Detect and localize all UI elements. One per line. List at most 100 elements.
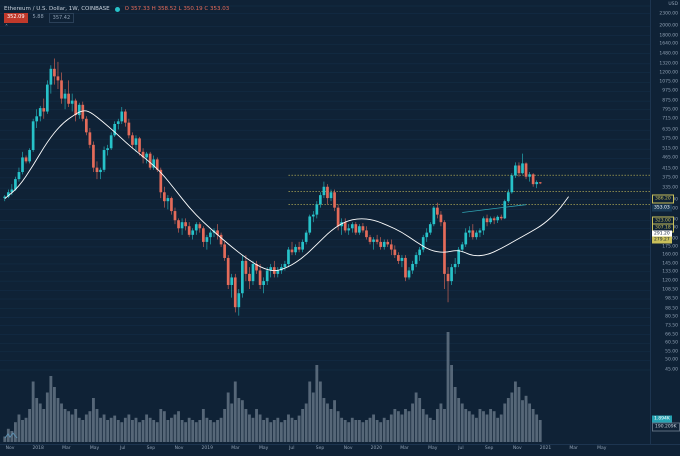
price-tag-moving-average: 291.20 bbox=[652, 230, 672, 238]
candle-body bbox=[425, 232, 429, 238]
volume-bar bbox=[365, 420, 368, 442]
price-chart[interactable] bbox=[0, 0, 650, 444]
candle-body bbox=[280, 267, 283, 271]
volume-bar bbox=[411, 403, 414, 442]
volume-bar bbox=[24, 417, 28, 442]
volume-bar bbox=[191, 420, 195, 442]
candle-body bbox=[311, 214, 315, 217]
candle-body bbox=[180, 222, 184, 229]
candle-body bbox=[123, 111, 127, 123]
volume-bar bbox=[251, 417, 255, 442]
collapse-chevron-icon[interactable]: ˄ bbox=[5, 24, 8, 31]
volume-bar bbox=[152, 420, 156, 442]
volume-bar bbox=[84, 414, 88, 442]
volume-bar bbox=[106, 420, 110, 442]
candle-body bbox=[467, 230, 471, 233]
candle-body bbox=[436, 207, 439, 215]
volume-bar bbox=[524, 395, 528, 442]
symbol-title[interactable]: Ethereum / U.S. Dollar, 1W, COINBASE bbox=[4, 6, 110, 12]
volume-bar bbox=[212, 422, 216, 442]
volume-bar bbox=[60, 403, 63, 442]
volume-bar bbox=[209, 420, 212, 442]
volume-bar bbox=[63, 409, 67, 442]
tradingview-logo-icon[interactable] bbox=[4, 432, 18, 440]
volume-bar bbox=[35, 398, 39, 442]
volume-bar bbox=[528, 403, 532, 442]
candle-body bbox=[209, 232, 212, 238]
candle-body bbox=[269, 267, 273, 271]
candle-body bbox=[116, 121, 120, 124]
candle-body bbox=[315, 204, 319, 215]
candle-body bbox=[170, 198, 173, 212]
volume-bar bbox=[141, 420, 145, 442]
candle-body bbox=[49, 68, 53, 85]
volume-bar bbox=[10, 431, 14, 442]
candle-body bbox=[17, 172, 21, 180]
volume-bar bbox=[379, 422, 383, 442]
volume-bar bbox=[503, 403, 507, 442]
price-tick-label: 88.50 bbox=[665, 306, 678, 312]
volume-bar bbox=[127, 414, 131, 442]
price-tick-label: 1480.00 bbox=[659, 51, 678, 56]
volume-bar bbox=[435, 409, 439, 442]
price-tick-label: 2300.00 bbox=[659, 11, 678, 17]
volume-bar bbox=[279, 422, 283, 442]
price-tick-label: 465.00 bbox=[662, 155, 678, 161]
volume-bar bbox=[460, 403, 464, 442]
candle-body bbox=[524, 163, 528, 177]
price-tick-label: 175.00 bbox=[662, 244, 678, 250]
candle-body bbox=[354, 224, 358, 233]
volume-bar bbox=[450, 365, 453, 442]
volume-bar bbox=[38, 403, 42, 442]
volume-bar bbox=[414, 392, 418, 442]
price-tick-label: 335.00 bbox=[662, 185, 678, 191]
candle-body bbox=[152, 159, 156, 168]
candle-body bbox=[365, 230, 368, 238]
candle-body bbox=[471, 230, 475, 238]
candle-body bbox=[521, 163, 524, 174]
candle-body bbox=[223, 244, 226, 258]
volume-bar bbox=[400, 414, 404, 442]
candle-body bbox=[187, 226, 191, 235]
candle-body bbox=[382, 241, 386, 247]
volume-bar bbox=[301, 409, 305, 442]
price-tick-label: 98.50 bbox=[665, 296, 678, 302]
spread-value: 5.88 bbox=[32, 14, 44, 20]
time-axis[interactable]: Nov 2018 Mar May Jul Sep Nov 2019 Mar May Jul Sep No… bbox=[0, 444, 680, 456]
volume-bar bbox=[478, 409, 482, 442]
volume-bar bbox=[159, 409, 163, 442]
price-axis[interactable]: USD 2300.00 2000.00 1800.00 1640.00 1480.00 1… bbox=[650, 0, 680, 444]
candle-body bbox=[205, 237, 209, 242]
moving-average-line bbox=[4, 110, 569, 272]
price-tick-label: 73.50 bbox=[665, 323, 678, 329]
candle-body bbox=[233, 277, 237, 308]
candle-body bbox=[194, 224, 198, 231]
price-tick-label: 133.00 bbox=[662, 269, 678, 275]
candle-body bbox=[67, 93, 70, 104]
candle-body bbox=[241, 260, 244, 294]
price-tick-label: 145.00 bbox=[662, 261, 678, 267]
price-tick-label: 1200.00 bbox=[659, 70, 678, 75]
volume-bar bbox=[244, 409, 248, 442]
candle-body bbox=[35, 116, 39, 122]
candle-body bbox=[329, 192, 333, 199]
candle-body bbox=[21, 157, 24, 173]
candle-body bbox=[361, 226, 365, 231]
volume-bar bbox=[81, 420, 85, 442]
price-tag-volume: 1.894K bbox=[652, 415, 672, 423]
candle-body bbox=[145, 153, 148, 158]
volume-bar bbox=[177, 411, 180, 442]
time-tick-label: 2019 bbox=[201, 446, 213, 451]
volume-bar bbox=[31, 381, 35, 442]
volume-bar bbox=[166, 420, 170, 442]
buy-price-button[interactable]: 357.42 bbox=[48, 13, 75, 23]
volume-bar bbox=[368, 417, 372, 442]
volume-bar bbox=[272, 420, 276, 442]
volume-bar bbox=[372, 414, 375, 442]
volume-bar bbox=[223, 409, 227, 442]
candle-body bbox=[336, 207, 340, 227]
sell-price-button[interactable]: 352.09 bbox=[4, 13, 28, 23]
time-tick-label: Nov bbox=[5, 446, 15, 451]
candle-body bbox=[148, 153, 152, 168]
candle-body bbox=[326, 186, 329, 199]
